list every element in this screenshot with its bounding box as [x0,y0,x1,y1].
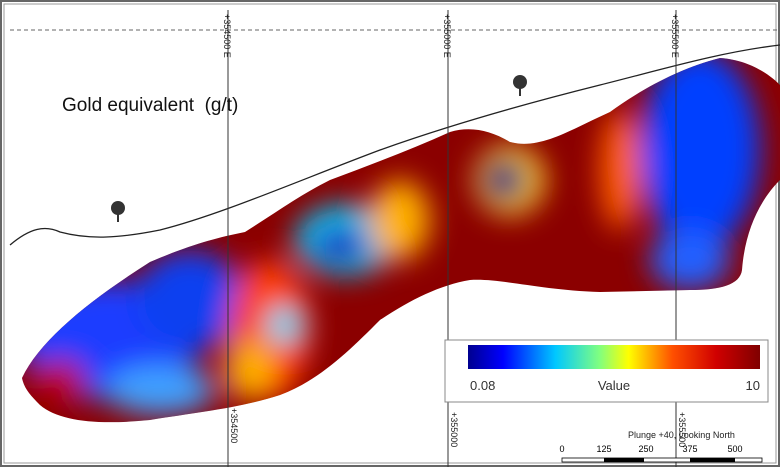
color-ramp [468,345,760,369]
scale-label: 250 [638,444,653,454]
grid-label: +354500 [229,408,239,443]
scale-label: 500 [727,444,742,454]
grid-label: +355500 E [670,14,680,58]
section-view: Gold equivalent (g/t) +354500 E +355000 … [0,0,780,467]
grid-label: +354500 E [222,14,232,58]
scale-label: 0 [559,444,564,454]
view-label: Plunge +40, Looking North [628,430,735,440]
legend-min: 0.08 [470,378,495,393]
grid-label: +355000 [449,412,459,447]
legend-label: Value [598,378,630,393]
legend-max: 10 [746,378,760,393]
scale-label: 125 [596,444,611,454]
scale-label: 375 [682,444,697,454]
title: Gold equivalent (g/t) [62,95,238,116]
legend: 0.08 Value 10 [445,340,768,402]
grid-label: +355000 E [442,14,452,58]
